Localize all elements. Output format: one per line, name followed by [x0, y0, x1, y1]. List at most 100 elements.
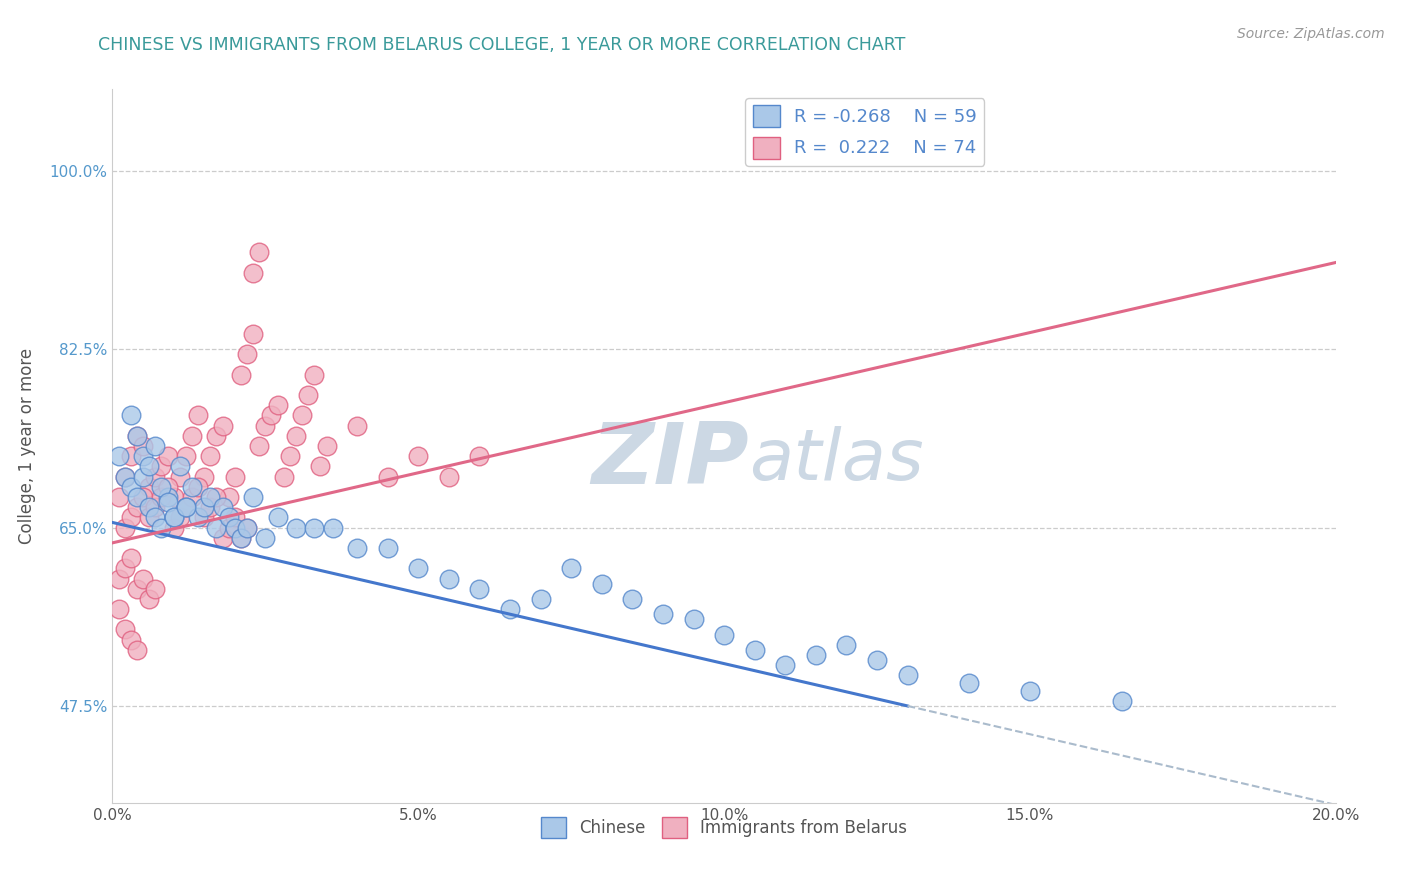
Point — [229, 531, 252, 545]
Point — [377, 469, 399, 483]
Point — [125, 582, 148, 596]
Point — [229, 368, 252, 382]
Point — [174, 500, 197, 515]
Point — [114, 469, 136, 483]
Point — [218, 510, 240, 524]
Point — [211, 500, 233, 515]
Point — [143, 510, 166, 524]
Point — [260, 409, 283, 423]
Point — [132, 572, 155, 586]
Point — [957, 675, 980, 690]
Point — [120, 510, 142, 524]
Point — [205, 490, 228, 504]
Point — [309, 459, 332, 474]
Point — [181, 429, 204, 443]
Point — [156, 449, 179, 463]
Point — [200, 500, 222, 515]
Point — [224, 510, 246, 524]
Point — [408, 561, 430, 575]
Point — [156, 495, 179, 509]
Point — [1018, 683, 1040, 698]
Point — [682, 612, 704, 626]
Point — [242, 490, 264, 504]
Point — [315, 439, 337, 453]
Point — [591, 576, 613, 591]
Point — [181, 490, 204, 504]
Point — [125, 429, 148, 443]
Point — [211, 418, 233, 433]
Point — [205, 520, 228, 534]
Point — [346, 541, 368, 555]
Point — [1111, 694, 1133, 708]
Point — [322, 520, 344, 534]
Point — [132, 439, 155, 453]
Point — [174, 500, 197, 515]
Point — [224, 469, 246, 483]
Point — [218, 490, 240, 504]
Point — [174, 500, 197, 515]
Point — [125, 643, 148, 657]
Point — [114, 623, 136, 637]
Point — [138, 459, 160, 474]
Point — [143, 439, 166, 453]
Point — [408, 449, 430, 463]
Text: CHINESE VS IMMIGRANTS FROM BELARUS COLLEGE, 1 YEAR OR MORE CORRELATION CHART: CHINESE VS IMMIGRANTS FROM BELARUS COLLE… — [98, 36, 905, 54]
Point — [132, 469, 155, 483]
Point — [156, 490, 179, 504]
Point — [468, 449, 491, 463]
Point — [200, 490, 222, 504]
Point — [229, 531, 252, 545]
Point — [304, 368, 326, 382]
Point — [163, 520, 186, 534]
Point — [866, 653, 889, 667]
Point — [713, 627, 735, 641]
Point — [291, 409, 314, 423]
Point — [560, 561, 582, 575]
Point — [744, 643, 766, 657]
Point — [107, 449, 129, 463]
Point — [266, 398, 288, 412]
Point — [107, 602, 129, 616]
Point — [163, 510, 186, 524]
Point — [125, 490, 148, 504]
Point — [218, 520, 240, 534]
Point — [193, 469, 215, 483]
Point — [150, 480, 173, 494]
Point — [897, 668, 920, 682]
Point — [242, 326, 264, 341]
Point — [114, 469, 136, 483]
Point — [266, 510, 288, 524]
Point — [143, 582, 166, 596]
Point — [132, 449, 155, 463]
Text: Source: ZipAtlas.com: Source: ZipAtlas.com — [1237, 27, 1385, 41]
Point — [247, 439, 270, 453]
Point — [138, 480, 160, 494]
Point — [181, 480, 204, 494]
Point — [284, 429, 308, 443]
Point — [120, 551, 142, 566]
Point — [284, 520, 308, 534]
Point — [193, 510, 215, 524]
Point — [254, 418, 277, 433]
Point — [211, 531, 233, 545]
Point — [125, 429, 148, 443]
Point — [775, 658, 797, 673]
Point — [163, 490, 186, 504]
Point — [163, 510, 186, 524]
Point — [200, 449, 222, 463]
Point — [169, 469, 191, 483]
Point — [150, 459, 173, 474]
Point — [150, 490, 173, 504]
Point — [247, 245, 270, 260]
Point — [205, 429, 228, 443]
Legend: Chinese, Immigrants from Belarus: Chinese, Immigrants from Belarus — [534, 811, 914, 845]
Point — [236, 520, 259, 534]
Point — [236, 520, 259, 534]
Point — [107, 572, 129, 586]
Point — [804, 648, 827, 662]
Point — [304, 520, 326, 534]
Point — [224, 520, 246, 534]
Point — [236, 347, 259, 361]
Point — [120, 480, 142, 494]
Point — [437, 469, 460, 483]
